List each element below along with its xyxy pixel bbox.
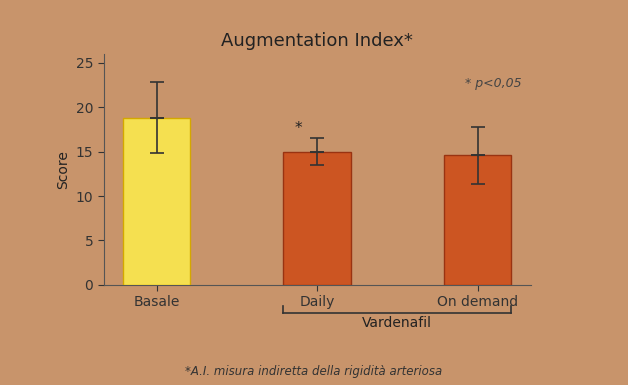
Y-axis label: Score: Score [56, 150, 70, 189]
Text: * p<0,05: * p<0,05 [465, 77, 522, 90]
Bar [444, 155, 511, 285]
Text: *A.I. misura indiretta della rigidità arteriosa: *A.I. misura indiretta della rigidità ar… [185, 365, 443, 378]
Text: Vardenafil: Vardenafil [362, 316, 432, 330]
Text: *: * [294, 121, 301, 136]
Title: Augmentation Index*: Augmentation Index* [221, 32, 413, 50]
Bar [123, 118, 190, 285]
Bar [283, 152, 351, 285]
